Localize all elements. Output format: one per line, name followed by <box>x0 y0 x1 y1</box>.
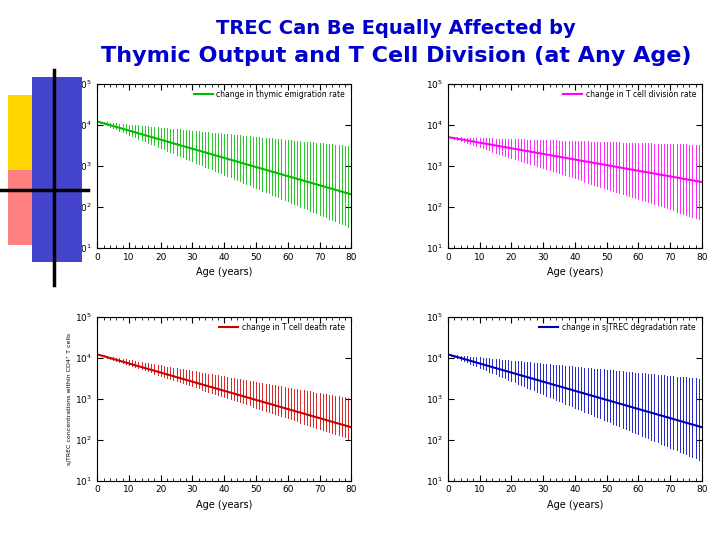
X-axis label: Age (years): Age (years) <box>196 500 253 510</box>
X-axis label: Age (years): Age (years) <box>196 267 253 277</box>
Text: TREC Can Be Equally Affected by: TREC Can Be Equally Affected by <box>216 19 576 38</box>
Bar <box>8 170 53 245</box>
Legend: change in T cell division rate: change in T cell division rate <box>560 87 698 101</box>
X-axis label: Age (years): Age (years) <box>546 267 603 277</box>
X-axis label: Age (years): Age (years) <box>546 500 603 510</box>
Legend: change in T cell death rate: change in T cell death rate <box>217 320 348 334</box>
Legend: change in sjTREC degradation rate: change in sjTREC degradation rate <box>537 320 698 334</box>
Y-axis label: sjTREC concentrations within CD4⁺ T cells: sjTREC concentrations within CD4⁺ T cell… <box>67 333 73 464</box>
Bar <box>32 77 82 262</box>
Bar <box>8 95 53 170</box>
Y-axis label: sjTREC concentrations within CD4⁺ T cells: sjTREC concentrations within CD4⁺ T cell… <box>67 100 73 232</box>
Legend: change in thymic emigration rate: change in thymic emigration rate <box>192 87 348 101</box>
Text: Thymic Output and T Cell Division (at Any Age): Thymic Output and T Cell Division (at An… <box>101 46 691 66</box>
